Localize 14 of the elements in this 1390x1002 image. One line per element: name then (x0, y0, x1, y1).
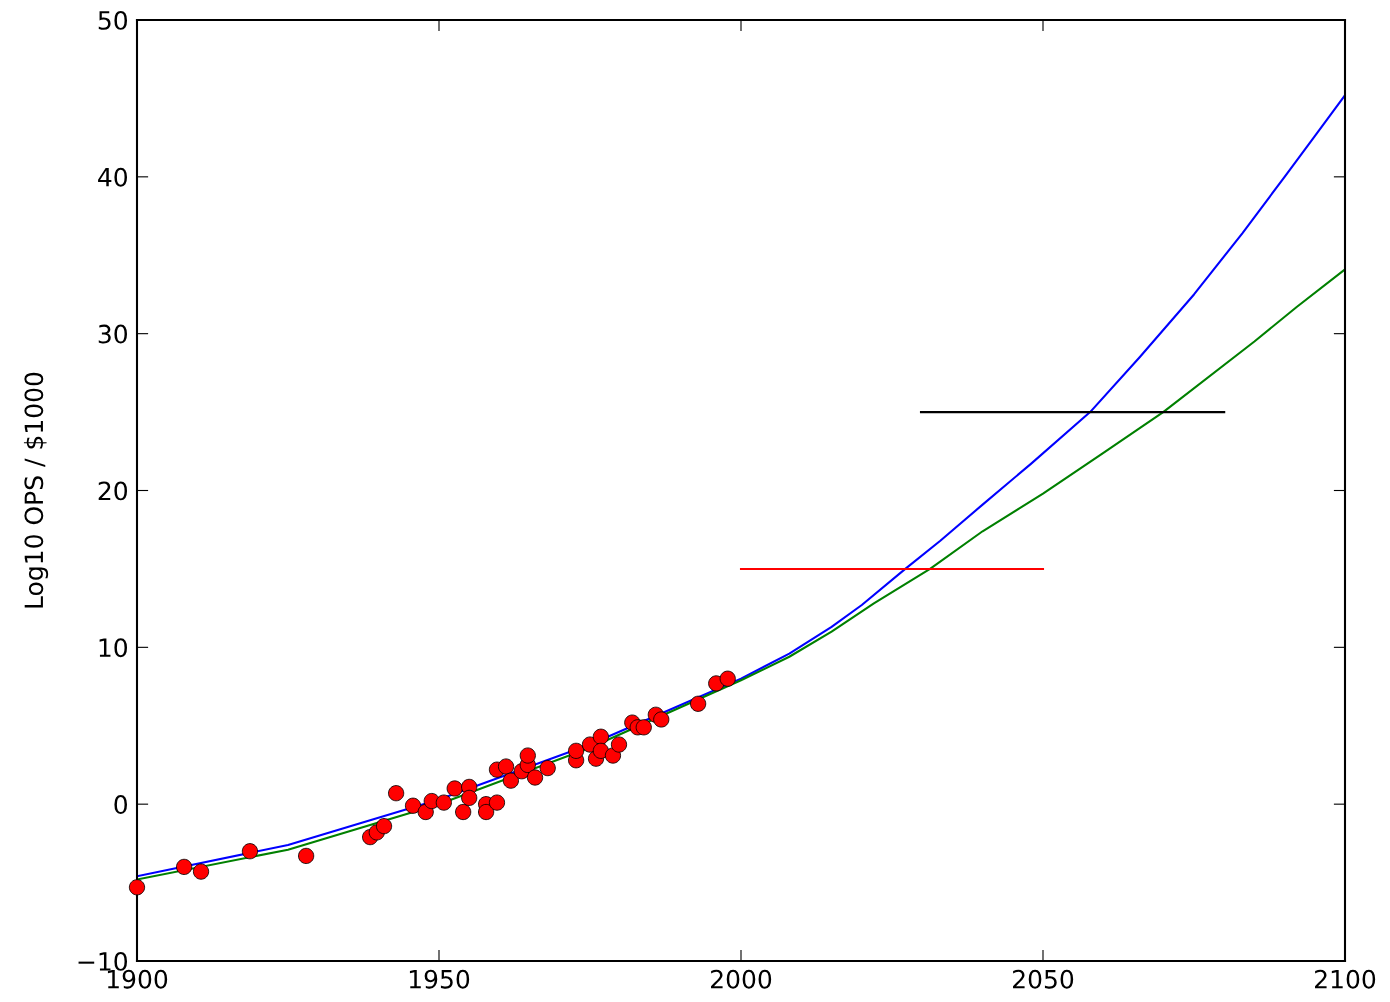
y-tick-label: 50 (98, 10, 128, 30)
y-tick-label: 40 (98, 167, 128, 187)
line-series (137, 94, 1345, 878)
x-tick-label: 2100 (1315, 969, 1376, 989)
x-tick-label: 1950 (409, 969, 470, 989)
y-tick-label: 10 (99, 638, 128, 658)
y-tick-label: 30 (98, 324, 128, 344)
y-tick-label: 0 (114, 795, 128, 815)
x-tick-label: 1900 (107, 969, 168, 989)
y-tick-label: −10 (78, 951, 127, 971)
y-axis-title: Log10 OPS / $1000 (23, 372, 49, 608)
x-tick-label: 2050 (1013, 969, 1074, 989)
y-tick-label: 20 (98, 481, 128, 501)
x-tick-label: 2000 (711, 969, 772, 989)
